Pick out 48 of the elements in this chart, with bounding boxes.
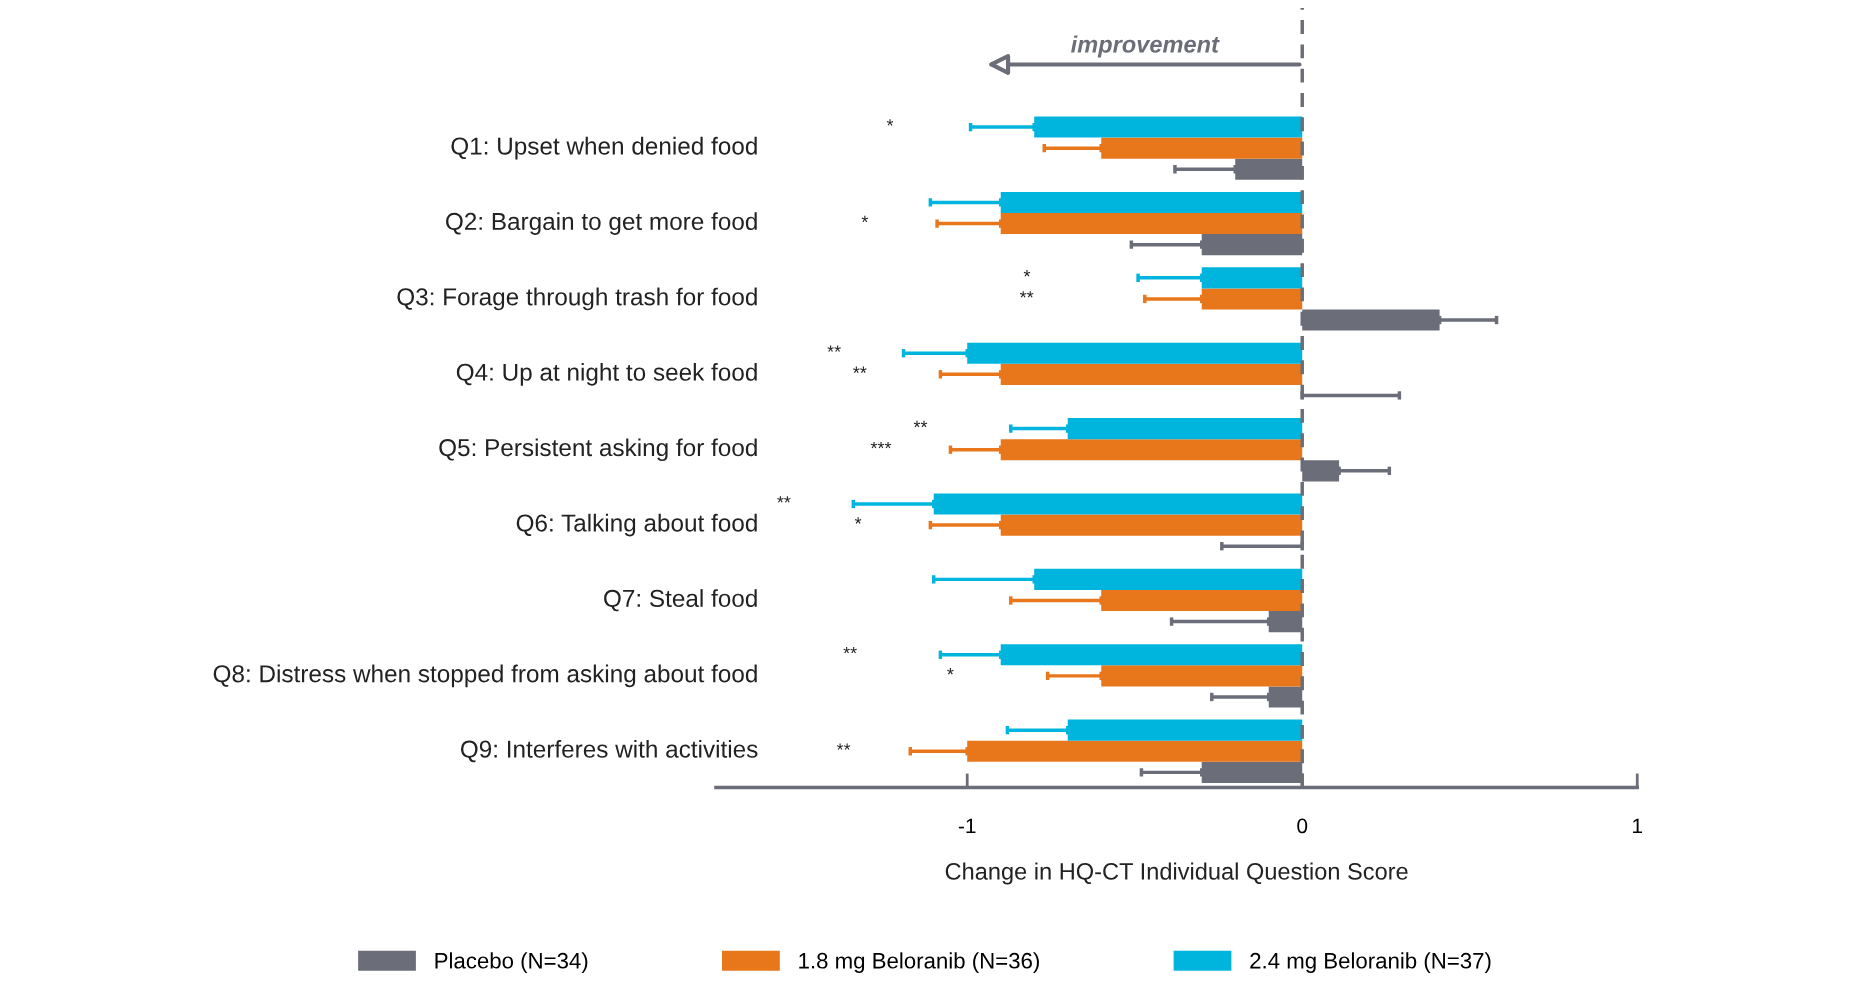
legend-label: 2.4 mg Beloranib (N=37) (1250, 952, 1491, 973)
y-tick-label: Q6: Talking about food (516, 513, 757, 537)
annotation: ** (843, 647, 857, 654)
annotation: ** (836, 743, 851, 750)
bar (1034, 568, 1303, 590)
bar (1034, 116, 1303, 138)
legend-label: 1.8 mg Beloranib (N=36) (799, 952, 1039, 973)
annotation: * (947, 668, 954, 675)
y-tick-label: Q2: Bargain to get more food (446, 212, 757, 235)
y-tick-label: Q4: Up at night to seek food (456, 363, 757, 386)
annotation: ** (827, 345, 841, 352)
y-tick-label: Q5: Persistent asking for food (439, 438, 757, 462)
text: improvement (1071, 35, 1220, 58)
annotation: * (861, 215, 869, 223)
bar (1000, 363, 1303, 385)
y-tick-label: Q1: Upset when denied food (451, 136, 757, 160)
y-tick-label: Q9: Interferes with activities (460, 739, 758, 763)
annotation: ** (777, 496, 791, 503)
annotation: ** (913, 420, 928, 428)
legend-label: Placebo (N=34) (435, 952, 588, 973)
annotation: * (1023, 270, 1031, 277)
bar (1101, 137, 1303, 159)
bar (1000, 439, 1303, 461)
annotation: * (886, 119, 894, 126)
bar (1201, 267, 1303, 289)
bar (933, 493, 1303, 515)
bar (1101, 665, 1303, 687)
bar (1201, 288, 1303, 310)
y-tick-label: Q7: Steal food (604, 589, 757, 612)
y-tick-label: Q8: Distress when stopped from asking about food (213, 664, 757, 688)
bar (967, 342, 1303, 364)
x-tick-label: 0 (1297, 818, 1308, 834)
bar (1000, 213, 1303, 235)
annotation: ** (1019, 291, 1034, 298)
x-axis-title: Change in HQ-CT Individual Question Score (945, 862, 1408, 885)
annotation: * (854, 517, 862, 524)
annotation: ** (853, 366, 867, 373)
bar (967, 740, 1303, 762)
bar (1000, 644, 1303, 666)
bar (1101, 589, 1303, 612)
bar (1067, 719, 1303, 741)
bar (1067, 418, 1303, 440)
x-tick-label: 1 (1633, 818, 1643, 834)
bar (1000, 191, 1303, 213)
y-tick-label: Q3: Forage through trash for food (397, 287, 757, 311)
x-tick-label: -1 (958, 818, 976, 834)
annotation: *** (870, 441, 892, 449)
bar (1000, 514, 1303, 536)
